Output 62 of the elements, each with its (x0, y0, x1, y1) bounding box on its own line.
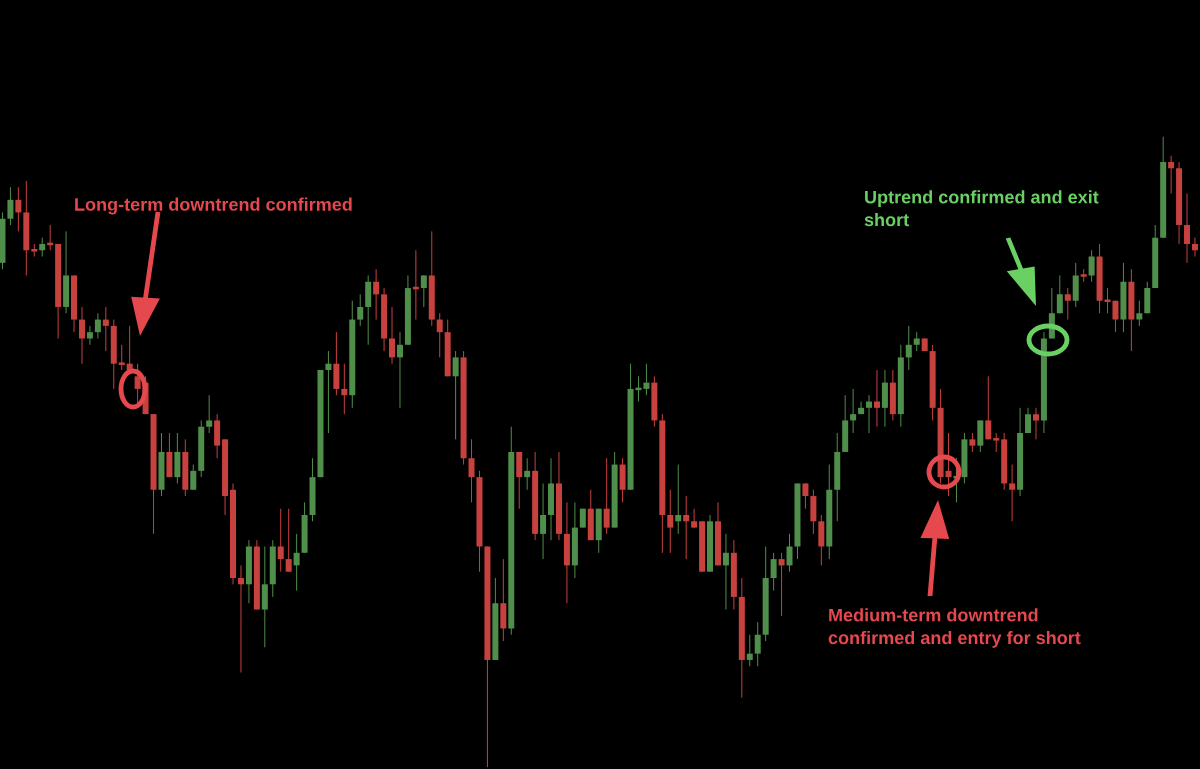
candlestick (94, 312, 101, 339)
candlestick (452, 350, 459, 440)
candlestick (39, 237, 46, 258)
candlestick (357, 293, 364, 327)
candlestick (1088, 249, 1095, 283)
candlestick (850, 388, 857, 434)
candlestick (1064, 287, 1071, 321)
candlestick (1136, 300, 1143, 327)
candlestick (746, 634, 753, 667)
candlestick (7, 186, 14, 226)
candlestick (1032, 407, 1039, 440)
candlestick (420, 274, 427, 308)
candlestick (285, 508, 292, 573)
candlestick (802, 482, 809, 510)
annotation: Medium-term downtrend confirmed and entry for short (828, 608, 1081, 648)
candlestick (1025, 407, 1032, 434)
candlestick (190, 464, 197, 491)
candlestick (1184, 193, 1191, 264)
candlestick (206, 394, 213, 434)
candlestick (396, 331, 403, 409)
candlestick (866, 394, 873, 434)
candlestick (78, 306, 85, 365)
candlestick (341, 363, 348, 415)
candlestick (993, 432, 1000, 453)
candlestick (643, 363, 650, 396)
candlestick (858, 401, 865, 415)
candlestick (873, 369, 880, 428)
candlestick (102, 306, 109, 352)
candlestick (603, 457, 610, 535)
candlestick (770, 552, 777, 592)
candlestick (1056, 274, 1063, 314)
candlestick (985, 375, 992, 440)
candlestick (325, 350, 332, 434)
candlestick (722, 533, 729, 611)
candlestick (436, 312, 443, 358)
candlestick (1009, 464, 1016, 522)
candlestick (778, 552, 785, 617)
candlestick (675, 464, 682, 535)
candlestick (540, 482, 547, 560)
candlestick (468, 438, 475, 503)
candlestick (118, 344, 125, 371)
candlestick (15, 186, 22, 232)
candlestick (905, 325, 912, 371)
candlestick (1191, 237, 1198, 258)
candlestick (293, 533, 300, 592)
candlestick (1168, 155, 1175, 195)
candlestick (786, 533, 793, 573)
candlestick (524, 457, 531, 491)
candlestick (969, 432, 976, 453)
candlestick (667, 489, 674, 554)
candlestick (389, 306, 396, 365)
candlestick (754, 621, 761, 667)
candlestick (86, 325, 93, 346)
candlestick (237, 564, 244, 674)
candlestick (691, 508, 698, 529)
candlestick (277, 508, 284, 573)
candlestick (913, 331, 920, 352)
annotation: Uptrend confirmed and exit short (864, 190, 1099, 227)
candlestick (373, 268, 380, 321)
candlestick (683, 495, 690, 560)
annotation: Long-term downtrend confirmed (75, 197, 352, 215)
candlestick (945, 432, 952, 497)
